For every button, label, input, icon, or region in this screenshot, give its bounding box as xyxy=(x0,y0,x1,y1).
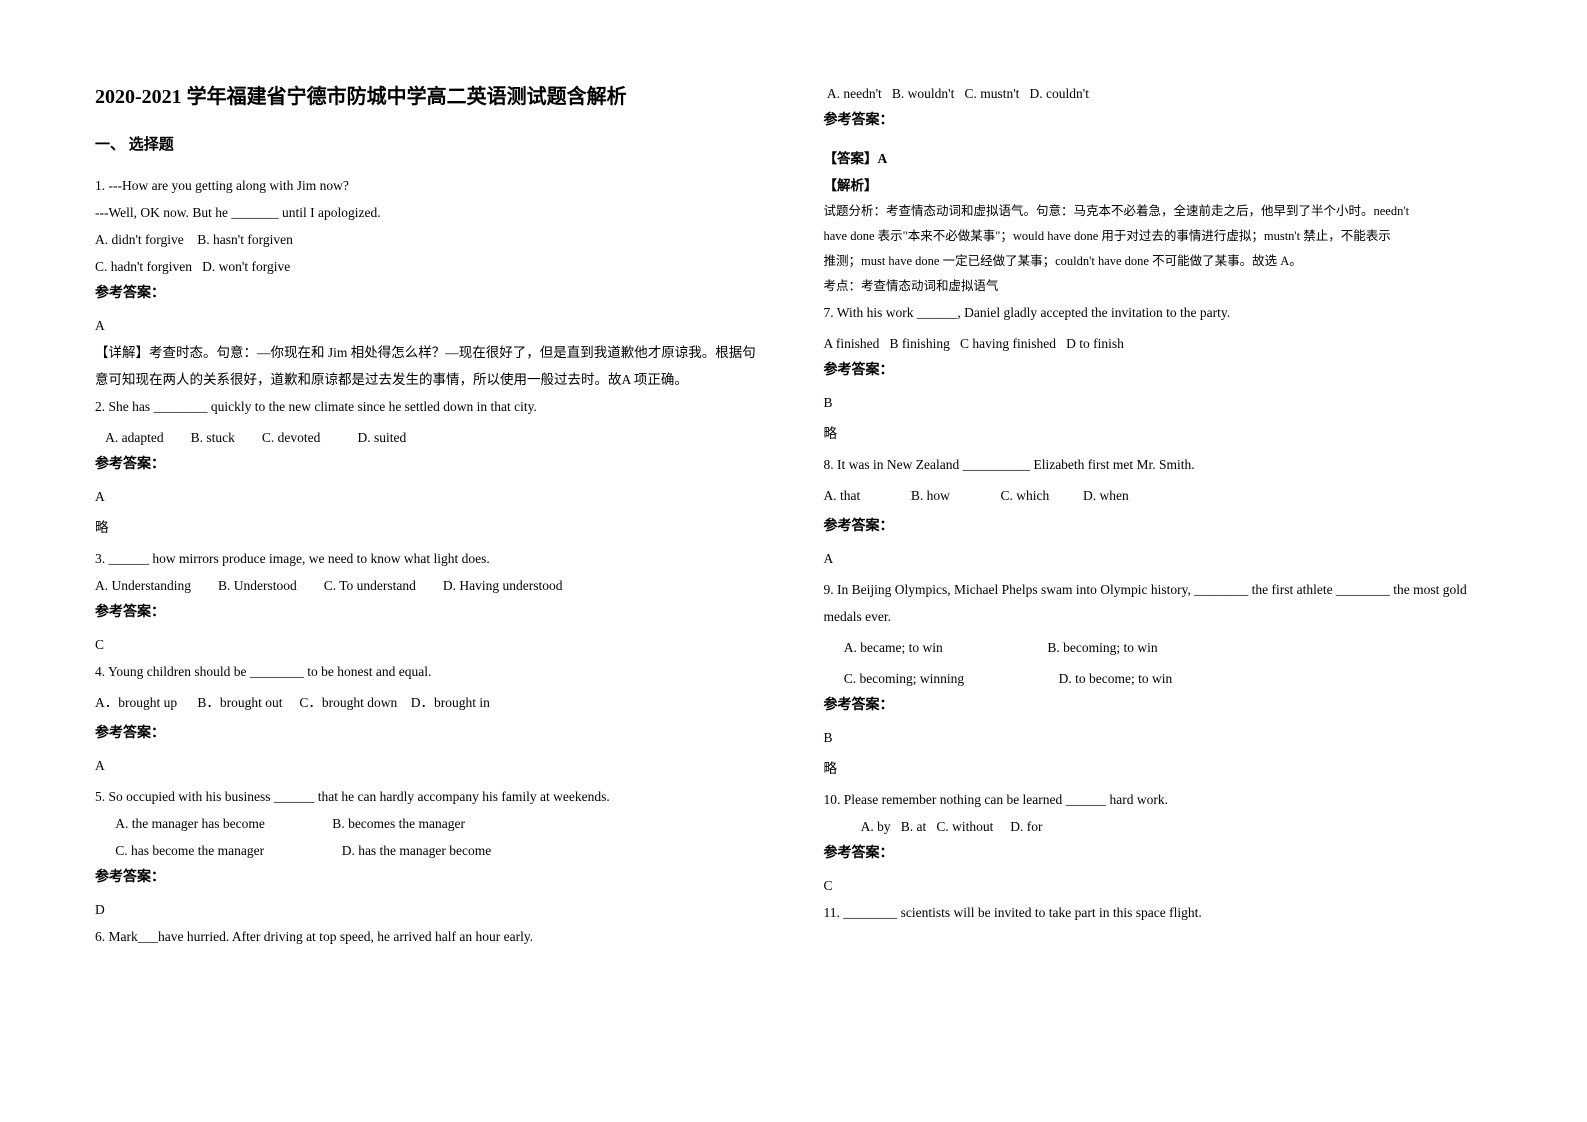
q6-expl2: have done 表示"本来不必做某事"；would have done 用于… xyxy=(824,224,1493,249)
q5-optAB: A. the manager has become B. becomes the… xyxy=(95,810,764,837)
left-column: 2020-2021 学年福建省宁德市防城中学高二英语测试题含解析 一、 选择题 … xyxy=(95,80,764,950)
exam-page: 2020-2021 学年福建省宁德市防城中学高二英语测试题含解析 一、 选择题 … xyxy=(0,0,1587,990)
q1-line1: 1. ---How are you getting along with Jim… xyxy=(95,172,764,199)
q4-line1: 4. Young children should be ________ to … xyxy=(95,658,764,685)
q1-detail: 【详解】考查时态。句意：—你现在和 Jim 相处得怎么样？—现在很好了，但是直到… xyxy=(95,339,764,393)
q1-line2: ---Well, OK now. But he _______ until I … xyxy=(95,199,764,226)
q8-opts: A. that B. how C. which D. when xyxy=(824,482,1493,509)
q2-answer-label: 参考答案： xyxy=(95,451,764,479)
q3-answer: C xyxy=(95,631,764,658)
q6-answer-tag: 【答案】A xyxy=(824,145,1493,172)
q4-answer-label: 参考答案： xyxy=(95,720,764,748)
q1-answer-label: 参考答案： xyxy=(95,280,764,308)
q9-answer: B xyxy=(824,724,1493,751)
q5-optCD: C. has become the manager D. has the man… xyxy=(95,837,764,864)
q8-answer-label: 参考答案： xyxy=(824,513,1493,541)
q6-answer-label: 参考答案： xyxy=(824,107,1493,135)
q4-opts: A．brought up B．brought out C．brought dow… xyxy=(95,689,764,716)
q6-expl4: 考点：考查情态动词和虚拟语气 xyxy=(824,274,1493,299)
q10-opts: A. by B. at C. without D. for xyxy=(824,813,1493,840)
q10-answer-label: 参考答案： xyxy=(824,840,1493,868)
q9-line1: 9. In Beijing Olympics, Michael Phelps s… xyxy=(824,576,1493,630)
q7-answer-label: 参考答案： xyxy=(824,357,1493,385)
q2-line1: 2. She has ________ quickly to the new c… xyxy=(95,393,764,420)
q4-answer: A xyxy=(95,752,764,779)
q5-answer-label: 参考答案： xyxy=(95,864,764,892)
q2-brief: 略 xyxy=(95,514,764,541)
q1-optAB: A. didn't forgive B. hasn't forgiven xyxy=(95,226,764,253)
q7-opts: A finished B finishing C having finished… xyxy=(824,330,1493,357)
q8-line1: 8. It was in New Zealand __________ Eliz… xyxy=(824,451,1493,478)
right-column: A. needn't B. wouldn't C. mustn't D. cou… xyxy=(824,80,1493,950)
q8-answer: A xyxy=(824,545,1493,572)
q6-opts: A. needn't B. wouldn't C. mustn't D. cou… xyxy=(824,80,1493,107)
q2-answer: A xyxy=(95,483,764,510)
q3-answer-label: 参考答案： xyxy=(95,599,764,627)
q6-line1: 6. Mark___have hurried. After driving at… xyxy=(95,923,764,950)
q6-expl1: 试题分析：考查情态动词和虚拟语气。句意：马克本不必着急，全速前走之后，他早到了半… xyxy=(824,199,1493,224)
q11-line1: 11. ________ scientists will be invited … xyxy=(824,899,1493,926)
q9-brief: 略 xyxy=(824,755,1493,782)
q7-line1: 7. With his work ______, Daniel gladly a… xyxy=(824,299,1493,326)
q6-explain-tag: 【解析】 xyxy=(824,172,1493,199)
q9-optAB: A. became; to win B. becoming; to win xyxy=(824,634,1493,661)
q3-opts: A. Understanding B. Understood C. To und… xyxy=(95,572,764,599)
q9-answer-label: 参考答案： xyxy=(824,692,1493,720)
section-header: 一、 选择题 xyxy=(95,133,764,154)
q9-optCD: C. becoming; winning D. to become; to wi… xyxy=(824,665,1493,692)
q2-opts: A. adapted B. stuck C. devoted D. suited xyxy=(95,424,764,451)
exam-title: 2020-2021 学年福建省宁德市防城中学高二英语测试题含解析 xyxy=(95,80,764,109)
q5-answer: D xyxy=(95,896,764,923)
q7-brief: 略 xyxy=(824,420,1493,447)
q10-answer: C xyxy=(824,872,1493,899)
q10-line1: 10. Please remember nothing can be learn… xyxy=(824,786,1493,813)
q5-line1: 5. So occupied with his business ______ … xyxy=(95,783,764,810)
q1-optCD: C. hadn't forgiven D. won't forgive xyxy=(95,253,764,280)
q3-line1: 3. ______ how mirrors produce image, we … xyxy=(95,545,764,572)
q6-expl3: 推测；must have done 一定已经做了某事；couldn't have… xyxy=(824,249,1493,274)
q7-answer: B xyxy=(824,389,1493,416)
q1-answer: A xyxy=(95,312,764,339)
